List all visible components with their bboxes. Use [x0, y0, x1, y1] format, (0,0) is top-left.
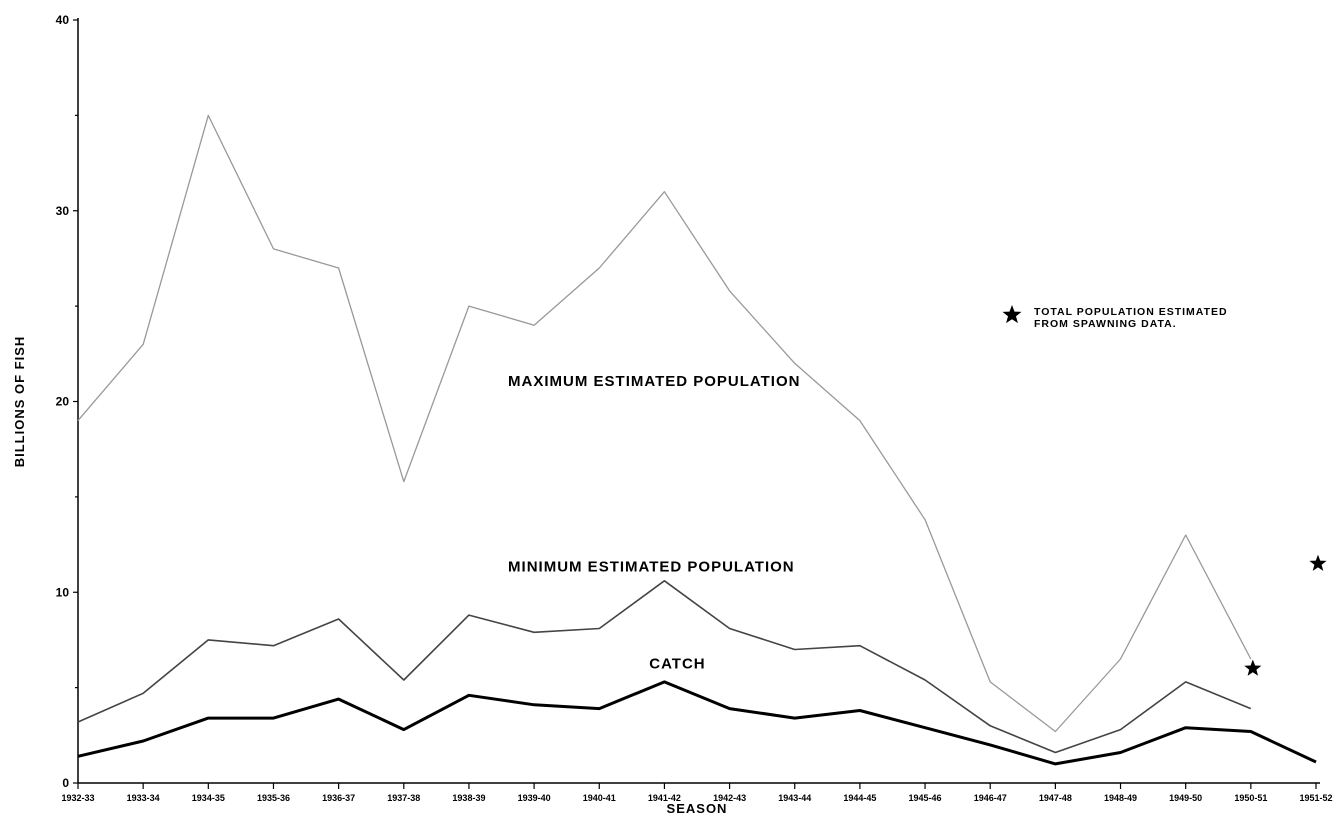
series-lines [77, 114, 1317, 766]
x-tick-label: 1938-39 [452, 793, 485, 803]
x-tick-label: 1936-37 [322, 793, 355, 803]
x-tick-label: 1941-42 [648, 793, 681, 803]
y-axis-title: BILLIONS OF FISH [12, 336, 27, 468]
legend-star-icon [1002, 305, 1022, 324]
x-tick-label: 1932-33 [61, 793, 94, 803]
x-tick-label: 1942-43 [713, 793, 746, 803]
x-tick-label: 1944-45 [843, 793, 876, 803]
x-tick-label: 1943-44 [778, 793, 811, 803]
series-line-catch [77, 680, 1317, 766]
x-tick-label: 1937-38 [387, 793, 420, 803]
labels: 0 10 20 30 40 1932-33 1933-34 1934-35 1935-36 193… [12, 13, 1333, 816]
x-tick-label: 1935-36 [257, 793, 290, 803]
y-tick-label: 0 [62, 776, 69, 790]
x-tick-label: 1945-46 [909, 793, 942, 803]
y-tick-label: 40 [56, 13, 70, 27]
star-icon [1244, 659, 1262, 676]
series-label: MINIMUM ESTIMATED POPULATION [508, 558, 795, 575]
y-tick-label: 20 [56, 395, 70, 409]
x-tick-label: 1948-49 [1104, 793, 1137, 803]
x-tick-label: 1933-34 [127, 793, 160, 803]
series-label: CATCH [649, 656, 705, 673]
x-axis-title: SEASON [667, 801, 728, 816]
x-tick-label: 1951-52 [1299, 793, 1332, 803]
series-label: MAXIMUM ESTIMATED POPULATION [508, 373, 800, 390]
legend-text-line2: FROM SPAWNING DATA. [1034, 318, 1177, 330]
x-tick-label: 1940-41 [583, 793, 616, 803]
y-tick-label: 10 [56, 585, 70, 599]
x-tick-label: 1939-40 [518, 793, 551, 803]
legend-text-line1: TOTAL POPULATION ESTIMATED [1034, 306, 1228, 318]
x-tick-label: 1946-47 [974, 793, 1007, 803]
star-icon [1309, 554, 1327, 571]
series-line-minimum [77, 580, 1252, 754]
axes [73, 18, 1320, 789]
x-tick-label: 1934-35 [192, 793, 225, 803]
x-tick-label: 1949-50 [1169, 793, 1202, 803]
spawning-markers [1002, 305, 1327, 676]
x-tick-label: 1947-48 [1039, 793, 1072, 803]
y-tick-label: 30 [56, 204, 70, 218]
x-tick-label: 1950-51 [1234, 793, 1267, 803]
series-line-maximum [77, 114, 1252, 733]
